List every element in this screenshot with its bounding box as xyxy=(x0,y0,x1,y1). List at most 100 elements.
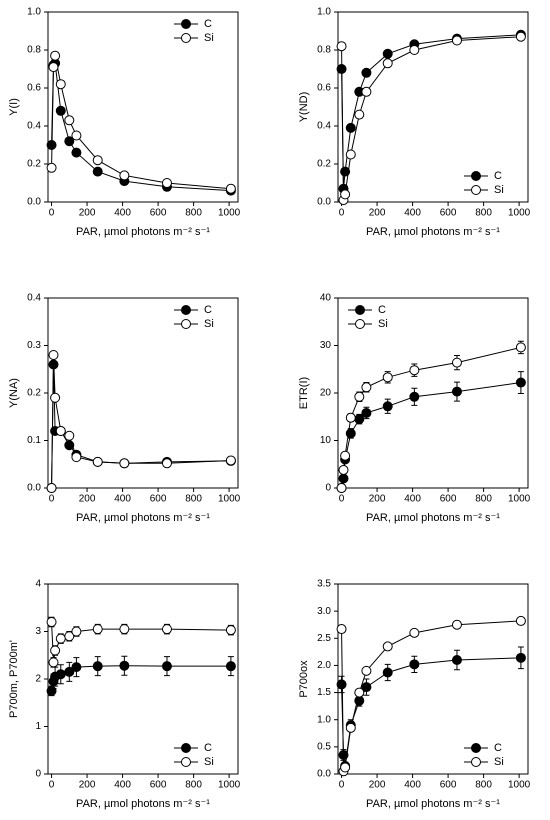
y-tick-label: 2.5 xyxy=(317,633,331,644)
legend-label: C xyxy=(204,304,212,316)
y-tick-label: 0 xyxy=(325,483,331,494)
x-tick-label: 400 xyxy=(114,780,131,791)
x-axis-label: PAR, µmol photons m⁻² s⁻¹ xyxy=(76,226,210,238)
x-tick-label: 600 xyxy=(150,208,167,219)
data-point xyxy=(409,627,420,638)
y-axis-label: Y(I) xyxy=(8,98,20,116)
x-tick-label: 200 xyxy=(369,208,386,219)
data-point xyxy=(361,682,372,693)
data-point xyxy=(64,666,75,677)
data-point xyxy=(161,178,172,188)
data-point xyxy=(336,64,347,74)
data-point xyxy=(345,428,356,439)
data-point xyxy=(46,685,57,696)
data-point xyxy=(55,669,66,680)
legend-label: Si xyxy=(204,318,214,330)
legend-marker xyxy=(181,757,191,767)
y-tick-label: 30 xyxy=(320,340,332,351)
x-tick-label: 1000 xyxy=(218,208,241,219)
y-tick-label: 0.6 xyxy=(317,83,331,94)
data-point xyxy=(338,464,349,475)
legend-label: Si xyxy=(204,32,214,44)
y-tick-label: 2.0 xyxy=(317,660,331,671)
y-tick-label: 3.5 xyxy=(317,579,331,590)
data-point xyxy=(336,679,347,690)
series-line xyxy=(51,354,231,489)
y-tick-label: 0.4 xyxy=(27,121,41,132)
y-axis-label: Y(NA) xyxy=(8,378,20,408)
data-point xyxy=(409,659,420,670)
data-point xyxy=(48,657,59,668)
data-point xyxy=(225,661,236,672)
data-point xyxy=(361,86,372,97)
data-point xyxy=(336,624,347,635)
y-tick-label: 0.2 xyxy=(317,159,331,170)
series-line xyxy=(341,382,521,489)
data-point xyxy=(354,391,365,402)
data-point xyxy=(382,48,393,59)
legend-marker xyxy=(355,305,365,315)
data-point xyxy=(451,35,462,46)
x-tick-label: 1000 xyxy=(508,494,531,505)
panel: 0 200 400 600 800 1000 0 10 20 30 40 PAR, µmol phot… xyxy=(298,293,531,524)
legend-label: Si xyxy=(494,756,504,768)
series-line xyxy=(341,346,522,489)
x-tick-label: 800 xyxy=(475,780,492,791)
data-point xyxy=(515,652,526,663)
data-point xyxy=(92,456,103,467)
legend-label: C xyxy=(494,170,502,182)
data-point xyxy=(46,140,57,150)
y-tick-label: 0.0 xyxy=(317,769,331,780)
data-point xyxy=(361,382,372,393)
legend-marker xyxy=(181,743,191,753)
data-point xyxy=(361,665,372,676)
y-tick-label: 0.0 xyxy=(27,197,41,208)
data-point xyxy=(338,750,349,760)
data-point xyxy=(451,357,462,368)
data-point xyxy=(119,660,130,671)
data-point xyxy=(409,45,420,55)
x-tick-label: 0 xyxy=(339,780,345,791)
legend-label: Si xyxy=(204,756,214,768)
x-tick-label: 800 xyxy=(185,208,202,219)
y-tick-label: 0.6 xyxy=(27,83,41,94)
data-point xyxy=(64,115,75,126)
x-tick-label: 600 xyxy=(440,780,457,791)
data-point xyxy=(345,122,356,133)
y-tick-label: 3.0 xyxy=(317,606,331,617)
data-point xyxy=(71,130,82,141)
y-tick-label: 0 xyxy=(35,769,41,780)
data-point xyxy=(336,483,347,493)
data-point xyxy=(92,661,103,672)
data-point xyxy=(345,149,356,160)
x-axis-label: PAR, µmol photons m⁻² s⁻¹ xyxy=(366,226,500,238)
y-tick-label: 0.2 xyxy=(27,159,41,170)
x-tick-label: 400 xyxy=(404,494,421,505)
data-point xyxy=(515,31,526,42)
legend-label: Si xyxy=(494,184,504,196)
series-line xyxy=(51,62,231,192)
data-point xyxy=(119,458,130,469)
data-point xyxy=(345,722,356,733)
data-point xyxy=(48,62,59,73)
data-point xyxy=(48,350,59,360)
data-point xyxy=(361,407,372,418)
y-tick-label: 0.8 xyxy=(317,45,331,56)
y-tick-label: 0.0 xyxy=(27,483,41,494)
x-tick-label: 200 xyxy=(79,208,96,219)
y-tick-label: 0.3 xyxy=(27,340,41,351)
data-point xyxy=(46,483,57,493)
data-point xyxy=(225,455,236,466)
data-point xyxy=(515,377,526,388)
legend-marker xyxy=(471,171,481,181)
data-point xyxy=(382,641,393,652)
data-point xyxy=(345,412,356,423)
y-tick-label: 40 xyxy=(320,293,332,304)
x-tick-label: 800 xyxy=(475,208,492,219)
x-tick-label: 0 xyxy=(339,494,345,505)
y-tick-label: 10 xyxy=(320,435,332,446)
data-point xyxy=(336,41,347,52)
data-point xyxy=(92,166,103,177)
data-point xyxy=(55,633,66,644)
data-point xyxy=(340,762,351,773)
